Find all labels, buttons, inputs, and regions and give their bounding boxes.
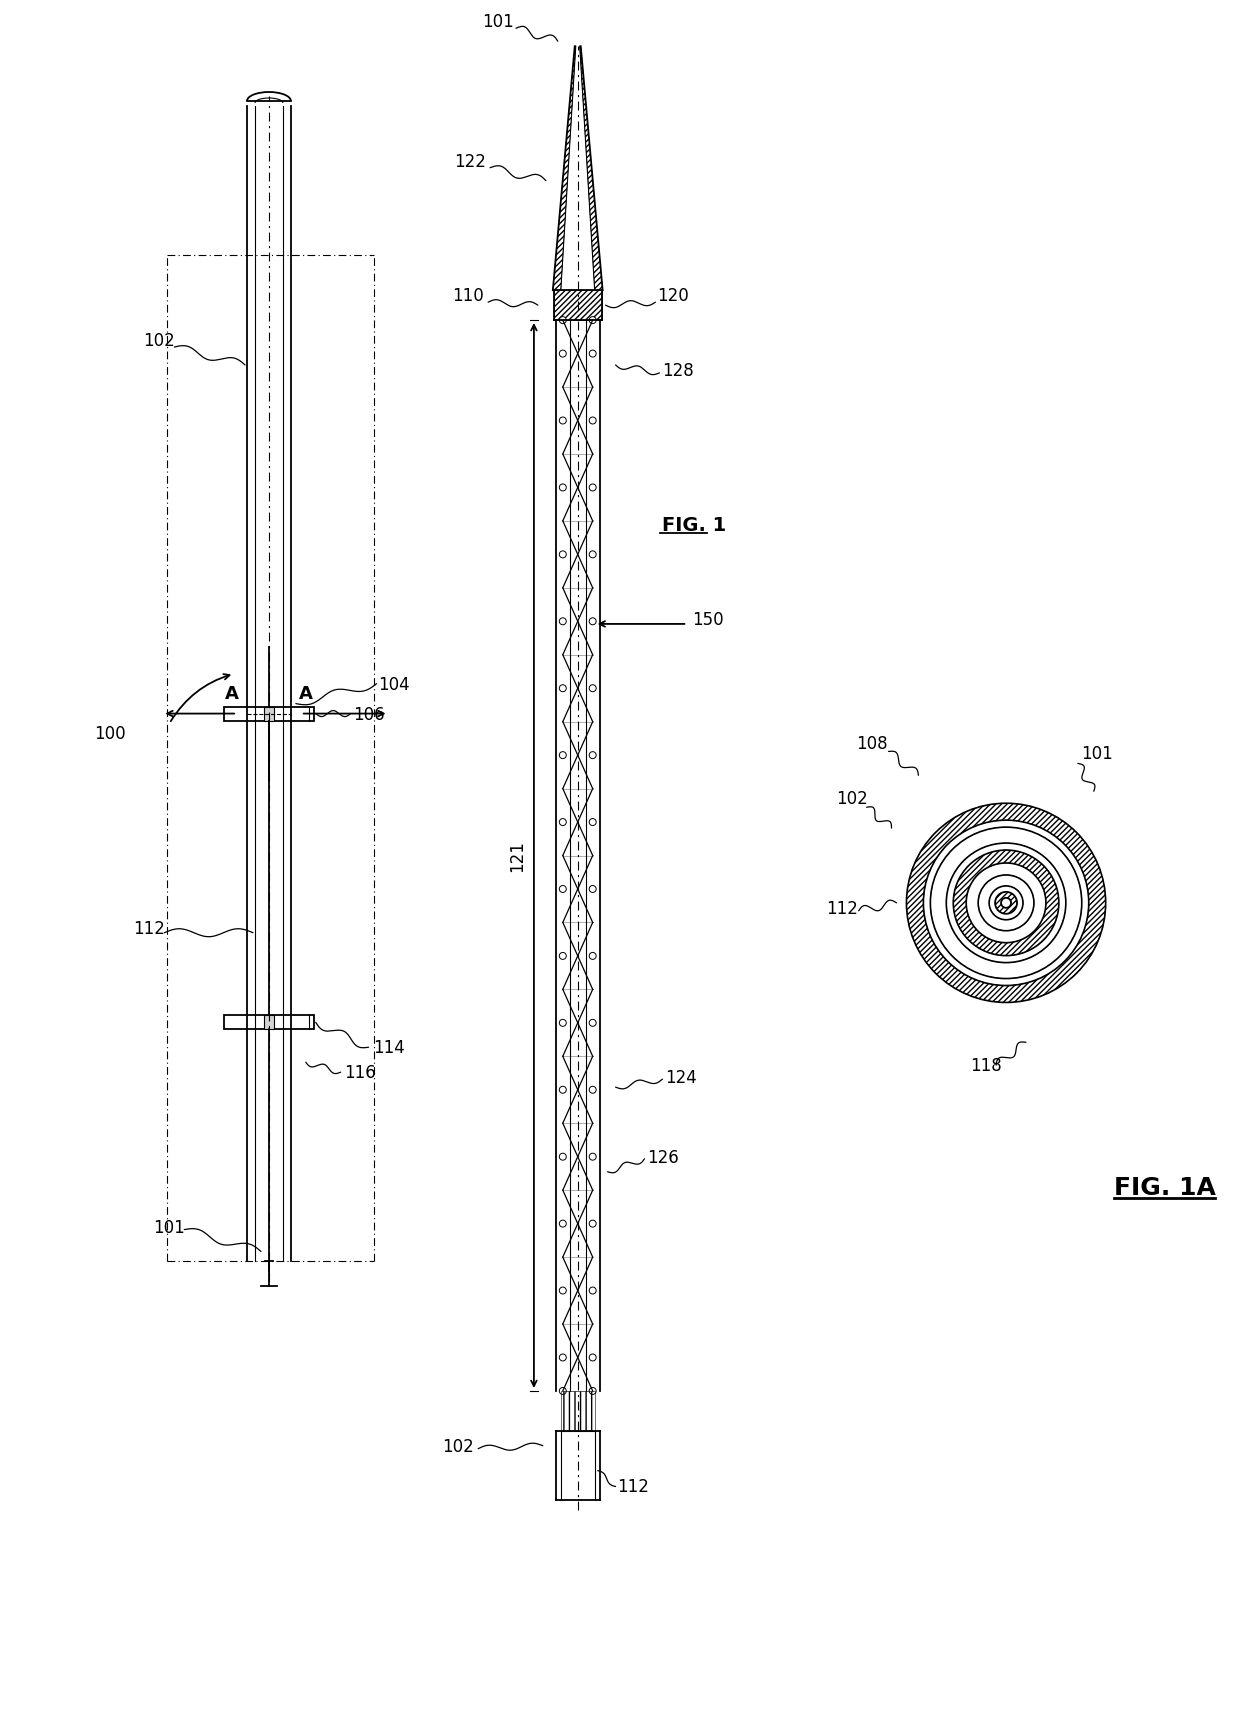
Text: 104: 104 [378,675,410,693]
Text: 112: 112 [826,899,858,917]
Circle shape [559,1387,567,1394]
Text: 150: 150 [692,610,724,629]
Circle shape [589,1153,596,1161]
Text: A: A [299,684,312,703]
Circle shape [589,1020,596,1027]
Text: A: A [226,684,239,703]
Wedge shape [906,803,1106,1003]
Circle shape [559,1020,567,1027]
Circle shape [589,818,596,825]
Circle shape [559,953,567,960]
Circle shape [589,1354,596,1361]
Wedge shape [930,827,1081,979]
Wedge shape [996,893,1017,915]
Circle shape [559,1153,567,1161]
Text: 116: 116 [343,1063,376,1082]
Circle shape [559,1087,567,1094]
Text: 101: 101 [482,14,513,31]
Text: 124: 124 [666,1068,697,1087]
Text: 126: 126 [647,1148,680,1166]
Text: 102: 102 [144,333,175,350]
Circle shape [559,753,567,760]
Circle shape [589,417,596,426]
Circle shape [559,1220,567,1227]
Text: 121: 121 [508,841,526,872]
Circle shape [589,351,596,358]
FancyBboxPatch shape [264,706,274,722]
Text: 122: 122 [454,153,486,171]
Circle shape [589,484,596,491]
Text: 120: 120 [657,288,689,305]
Text: 100: 100 [94,725,125,743]
Text: 110: 110 [453,288,484,305]
Text: 101: 101 [1081,744,1112,763]
Wedge shape [978,875,1034,930]
Text: 112: 112 [134,918,165,937]
Text: 108: 108 [856,736,888,753]
Circle shape [589,953,596,960]
Circle shape [1001,898,1011,908]
Circle shape [589,551,596,558]
FancyBboxPatch shape [264,1017,274,1030]
Circle shape [589,1387,596,1394]
Circle shape [559,417,567,426]
Circle shape [559,619,567,625]
Text: 128: 128 [662,362,694,379]
Circle shape [589,686,596,693]
Circle shape [589,619,596,625]
Text: 114: 114 [373,1039,405,1056]
Circle shape [559,351,567,358]
Text: 101: 101 [154,1218,185,1235]
Text: FIG. 1: FIG. 1 [662,515,727,534]
Circle shape [559,886,567,893]
Text: 112: 112 [618,1477,650,1494]
Text: 102: 102 [443,1437,474,1454]
Circle shape [559,1354,567,1361]
Circle shape [559,551,567,558]
Circle shape [559,1287,567,1294]
Circle shape [559,484,567,491]
Circle shape [559,686,567,693]
Circle shape [559,317,567,324]
Wedge shape [954,851,1059,956]
Text: 102: 102 [836,789,868,808]
Circle shape [589,317,596,324]
Circle shape [589,1287,596,1294]
Circle shape [559,818,567,825]
Text: 118: 118 [970,1056,1002,1075]
Circle shape [589,1220,596,1227]
Circle shape [589,753,596,760]
Text: 106: 106 [353,705,386,724]
Circle shape [589,886,596,893]
Text: FIG. 1A: FIG. 1A [1114,1175,1215,1199]
Circle shape [589,1087,596,1094]
